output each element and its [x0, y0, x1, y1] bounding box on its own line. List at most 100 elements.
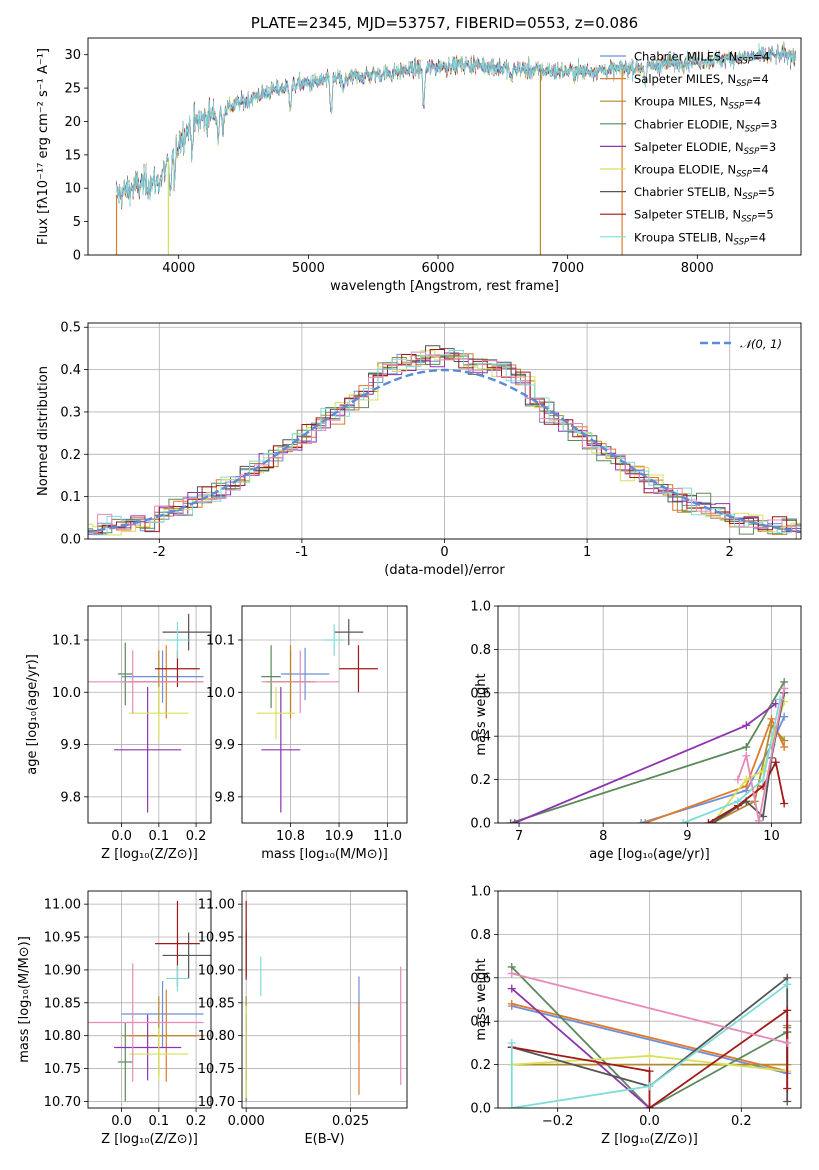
residuals-ylabel: Normed distribution — [36, 366, 51, 496]
age_vs_mass-xtick-label: 11.0 — [373, 829, 402, 844]
weight_vs_age-line-5 — [711, 701, 786, 823]
residuals-ytick-label: 0.2 — [60, 448, 81, 463]
mass_vs_Z-plot-area — [88, 900, 211, 1102]
legend-text: Kroupa ELODIE, N — [634, 163, 736, 177]
weight_vs_Z-ylabel: mass weight — [474, 958, 489, 1040]
mass_vs_Z-xlabel: Z [log₁₀(Z/Z⊙)] — [101, 1132, 198, 1147]
legend-suffix: =4 — [752, 72, 769, 86]
residuals-ytick-label: 0.5 — [60, 321, 81, 336]
legend-text: Kroupa MILES, N — [634, 95, 729, 109]
age_vs_Z-ytick-label: 10.1 — [52, 633, 81, 648]
weight_vs_Z-marker-8-2 — [645, 1082, 654, 1091]
age_vs_Z-ylabel: age [log₁₀(age/yr)] — [25, 654, 40, 775]
mass_vs_Z-ytick-label: 10.70 — [44, 1095, 81, 1110]
legend-entry-6: Chabrier STELIB, NSSP=5 — [634, 185, 775, 202]
spectrum-ytick-label: 25 — [64, 82, 81, 97]
weight_vs_Z-marker-9-1 — [783, 1038, 792, 1047]
weight_vs_Z-marker-1-0 — [507, 999, 516, 1008]
spectrum-line-8 — [116, 43, 797, 208]
weight_vs_age-line-8 — [682, 699, 781, 823]
legend-sub: SSP — [745, 124, 761, 134]
mass_vs_Z-ytick-label: 10.95 — [44, 931, 81, 946]
mass_vs_Z-xtick-label: 0.0 — [111, 1114, 132, 1129]
legend-normal-label: 𝒩(0, 1) — [740, 337, 782, 351]
legend-text: Chabrier MILES, N — [634, 50, 737, 64]
weight_vs_Z-ytick-label: 0.6 — [470, 971, 491, 986]
weight_vs_age-ytick-label: 0.6 — [470, 686, 491, 701]
mass_vs_ebv-ytick-label: 10.80 — [198, 1029, 235, 1044]
legend-suffix: =3 — [759, 140, 776, 154]
mass_vs_ebv-ytick-label: 11.00 — [198, 898, 235, 913]
weight_vs_age-ytick-label: 0.2 — [470, 773, 491, 788]
legend-suffix: =3 — [760, 117, 777, 131]
spectrum-ytick-label: 30 — [64, 48, 81, 63]
residuals-xtick-label: 2 — [726, 545, 734, 560]
weight_vs_age-xtick-label: 9 — [683, 829, 691, 844]
weight_vs_age-marker-1-0 — [641, 819, 650, 823]
weight_vs_age-marker-9-3 — [780, 684, 789, 693]
weight_vs_Z-marker-8-1 — [507, 1104, 516, 1108]
weight_vs_age-plot-area — [506, 677, 789, 823]
weight_vs_age-marker-9-2 — [754, 816, 763, 823]
residuals-ytick-label: 0.0 — [60, 533, 81, 548]
weight_vs_age-frame — [497, 605, 802, 824]
mass_vs_Z-frame — [87, 890, 212, 1109]
weight_vs_Z-marker-4-0 — [507, 984, 516, 993]
weight_vs_age-marker-2-3 — [780, 736, 789, 745]
legend-text: Chabrier ELODIE, N — [634, 117, 745, 131]
hist-series-9 — [88, 351, 801, 539]
weight_vs_age-marker-0-0 — [637, 819, 646, 823]
legend-sub: SSP — [741, 215, 757, 225]
age_vs_mass-xtick-label: 10.8 — [276, 829, 305, 844]
weight_vs_age-marker-8-0 — [679, 819, 688, 823]
weight_vs_age-marker-7-3 — [771, 758, 780, 767]
weight_vs_age-marker-9-1 — [742, 751, 751, 760]
weight_vs_age-line-2 — [712, 723, 785, 823]
age_vs_mass-plot-area — [256, 619, 378, 813]
weight_vs_Z-marker-9-0 — [507, 969, 516, 978]
age_vs_Z-ytick-label: 9.8 — [60, 790, 81, 805]
residuals-ytick-label: 0.1 — [60, 490, 81, 505]
legend-entry-8: Kroupa STELIB, NSSP=4 — [634, 230, 766, 247]
weight_vs_Z-ytick-label: 0.2 — [470, 1058, 491, 1073]
legend-text: Salpeter MILES, N — [634, 72, 736, 86]
spectrum-frame — [87, 37, 802, 256]
residuals-ytick-label: 0.4 — [60, 363, 81, 378]
mass_vs_Z-ytick-label: 11.00 — [44, 898, 81, 913]
residuals-frame — [87, 322, 802, 540]
weight_vs_age-ytick-label: 0.8 — [470, 643, 491, 658]
weight_vs_age-xlabel: age [log₁₀(age/yr)] — [589, 847, 710, 862]
residuals-xtick-label: -2 — [153, 545, 166, 560]
legend-entry-7: Salpeter STELIB, NSSP=5 — [634, 208, 774, 225]
mass_vs_ebv-ytick-label: 10.85 — [198, 996, 235, 1011]
hist-series-7 — [88, 349, 801, 539]
weight_vs_age-marker-8-1 — [733, 797, 742, 806]
weight_vs_age-xtick-label: 8 — [599, 829, 607, 844]
mass_vs_ebv-plot-area — [245, 900, 402, 1102]
age_vs_Z-ytick-label: 9.9 — [60, 738, 81, 753]
weight_vs_Z-line-4 — [511, 987, 651, 1108]
age_vs_Z-xtick-label: 0.1 — [148, 829, 169, 844]
weight_vs_age-xtick-label: 7 — [515, 829, 523, 844]
legend-sub: SSP — [736, 170, 752, 180]
mass_vs_ebv-axes: 0.000 0.025 10.70 10.75 10.80 10.85 10.90 10.95… — [198, 890, 408, 1147]
weight_vs_age-marker-7-4 — [780, 799, 789, 808]
weight_vs_Z-axes: −0.2 0.0 0.2 0.0 0.2 0.4 0.6 0.8 1.0 Z [log₁₀(Z/Z… — [470, 885, 802, 1147]
spectrum-ytick-label: 5 — [73, 215, 81, 230]
weight_vs_age-ytick-label: 0.4 — [470, 730, 491, 745]
weight_vs_age-ylabel: mass weight — [474, 673, 489, 755]
weight_vs_age-xtick-label: 10 — [763, 829, 780, 844]
legend-suffix: =4 — [753, 50, 770, 64]
spectrum-xtick-label: 6000 — [421, 261, 454, 276]
legend-sub: SSP — [737, 57, 753, 67]
weight_vs_Z-line-8 — [510, 983, 788, 1108]
spectrum-xtick-label: 8000 — [681, 261, 714, 276]
residuals-xtick-label: -1 — [295, 545, 308, 560]
age_vs_mass-ytick-label: 10.0 — [206, 686, 235, 701]
legend-sub: SSP — [736, 79, 752, 89]
legend-entry-1: Salpeter MILES, NSSP=4 — [634, 72, 769, 89]
hist-series-0 — [88, 353, 801, 532]
weight_vs_age-ytick-label: 0.0 — [470, 817, 491, 832]
legend-entry-3: Chabrier ELODIE, NSSP=3 — [634, 117, 777, 134]
